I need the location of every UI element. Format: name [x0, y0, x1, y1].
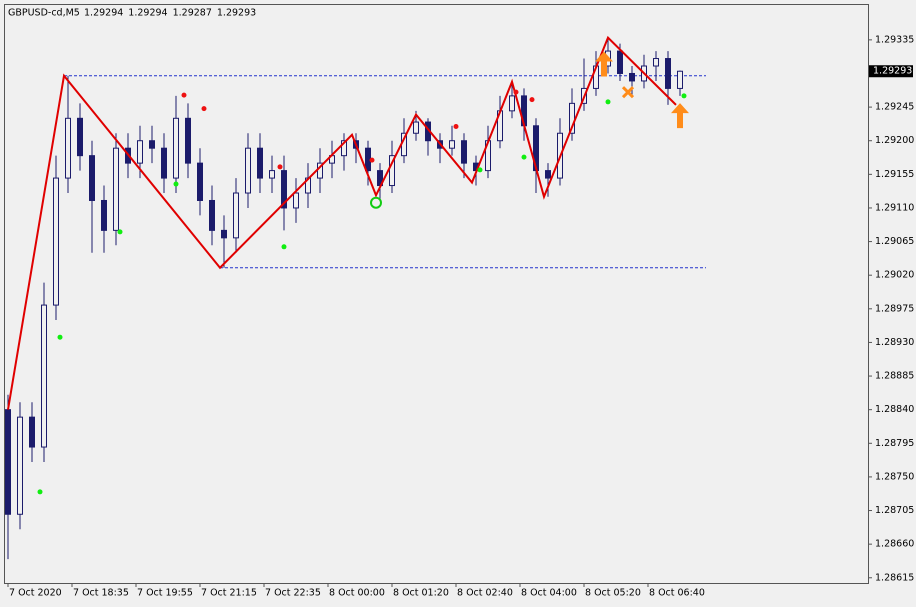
y-tick-label: 1.28885: [875, 371, 914, 382]
y-tick-label: 1.29020: [875, 270, 914, 281]
fractal-up: [513, 89, 519, 95]
fractal-down: [681, 93, 687, 99]
candle-body: [389, 155, 395, 187]
x-tick-label: 7 Oct 2020: [9, 588, 62, 599]
candle-body: [245, 147, 251, 194]
signal-circle: [370, 196, 382, 209]
candle-body: [221, 229, 227, 239]
candle-body: [173, 117, 179, 179]
x-tick-label: 7 Oct 18:35: [73, 588, 129, 599]
y-tick-label: 1.28750: [875, 471, 914, 482]
candle-body: [545, 170, 551, 179]
zigzag-line: [7, 35, 677, 410]
fractal-down: [281, 244, 287, 250]
fractal-down: [477, 167, 483, 173]
x-tick-label: 8 Oct 02:40: [457, 588, 513, 599]
y-tick-label: 1.28705: [875, 505, 914, 516]
y-tick-label: 1.28975: [875, 303, 914, 314]
candle-body: [185, 117, 191, 164]
candle-body: [137, 140, 143, 164]
x-tick-label: 8 Oct 01:20: [393, 588, 449, 599]
current-price-box: [869, 65, 913, 78]
x-tick-label: 7 Oct 22:35: [265, 588, 321, 599]
fractal-down: [521, 154, 527, 160]
candle-body: [653, 58, 659, 67]
fractal-down: [117, 229, 123, 235]
y-tick-label: 1.29200: [875, 135, 914, 146]
candle-body: [17, 416, 23, 515]
candle-body: [509, 95, 515, 112]
header-value: 1.29294: [128, 8, 167, 19]
candle-body: [53, 177, 59, 306]
y-tick-label: 1.29155: [875, 169, 914, 180]
y-tick-label: 1.28615: [875, 572, 914, 583]
y-tick-label: 1.28930: [875, 337, 914, 348]
buy-arrow: [671, 103, 689, 129]
candle-body: [629, 72, 635, 82]
candle-body: [257, 147, 263, 179]
fractal-up: [529, 97, 535, 103]
header-value: 1.29287: [173, 8, 212, 19]
fractal-up: [277, 164, 283, 170]
fractal-down: [57, 334, 63, 340]
plot-frame: [4, 4, 869, 584]
header-value: 1.29293: [217, 8, 256, 19]
y-tick-label: 1.29245: [875, 102, 914, 113]
fractal-up: [453, 124, 459, 130]
candle-body: [449, 140, 455, 149]
y-tick-label: 1.28660: [875, 539, 914, 550]
buy-arrow: [595, 51, 613, 77]
candle-body: [29, 416, 35, 448]
y-tick-label: 1.28840: [875, 404, 914, 415]
fractal-up: [369, 157, 375, 163]
candle-body: [161, 147, 167, 179]
symbol: GBPUSD-cd,M5: [8, 8, 80, 19]
candle-body: [281, 170, 287, 209]
candle-body: [65, 117, 71, 179]
candle-body: [341, 140, 347, 157]
candle-body: [197, 162, 203, 201]
candle-body: [665, 58, 671, 89]
x-tick-label: 8 Oct 00:00: [329, 588, 385, 599]
candle-body: [413, 121, 419, 134]
header-value: 1.29294: [84, 8, 123, 19]
x-tick-label: 8 Oct 06:40: [649, 588, 705, 599]
x-tick-label: 7 Oct 19:55: [137, 588, 193, 599]
exit-cross: [621, 86, 635, 99]
x-tick-label: 8 Oct 05:20: [585, 588, 641, 599]
y-tick-label: 1.29065: [875, 236, 914, 247]
candle-body: [269, 170, 275, 179]
fractal-down: [37, 489, 43, 495]
x-tick-label: 7 Oct 21:15: [201, 588, 257, 599]
fractal-up: [181, 92, 187, 98]
candle-body: [293, 192, 299, 209]
fractal-up: [201, 106, 207, 112]
fractal-down: [605, 99, 611, 105]
candle-body: [101, 199, 107, 231]
candle-body: [113, 147, 119, 231]
candle-body: [233, 192, 239, 239]
y-tick-label: 1.28795: [875, 438, 914, 449]
y-tick-label: 1.29110: [875, 202, 914, 213]
candle-body: [41, 304, 47, 448]
candle-body: [149, 140, 155, 149]
y-tick-label: 1.29335: [875, 34, 914, 45]
candle-body: [209, 199, 215, 231]
x-tick-label: 8 Oct 04:00: [521, 588, 577, 599]
candle-body: [677, 70, 683, 89]
current-price-label: 1.29293: [873, 66, 912, 77]
candle-body: [461, 140, 467, 164]
fractal-down: [173, 181, 179, 187]
candle-body: [617, 50, 623, 74]
candle-body: [77, 117, 83, 157]
candle-body: [5, 409, 11, 515]
candle-body: [89, 155, 95, 201]
